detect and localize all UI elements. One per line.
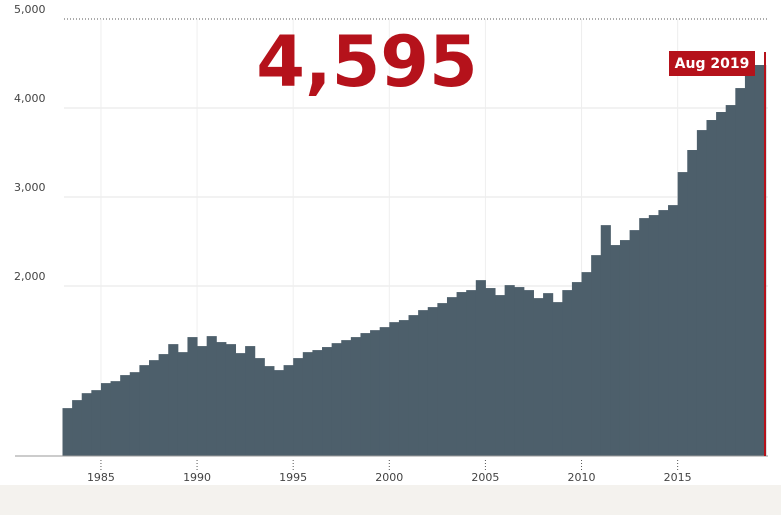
step-bar (658, 210, 669, 456)
step-bar (91, 390, 102, 456)
step-bar (273, 370, 285, 456)
area (62, 65, 767, 457)
step-bar (225, 344, 237, 456)
x-tick-label: 1985 (87, 471, 115, 484)
step-bar (485, 288, 496, 456)
step-bar (610, 245, 621, 456)
step-bar (418, 310, 429, 456)
step-bar (495, 295, 506, 456)
step-bar (264, 366, 275, 456)
step-bar (639, 218, 650, 456)
step-bar (331, 343, 342, 456)
step-bar (177, 352, 188, 456)
step-bar (360, 333, 371, 456)
step-bar (619, 240, 631, 456)
step-bar (581, 272, 592, 456)
step-bar (523, 290, 534, 456)
step-bar (254, 358, 265, 456)
step-bar (216, 342, 227, 456)
step-bar (197, 346, 208, 456)
y-tick-label: 4,000 (14, 92, 46, 105)
x-tick-label: 2005 (471, 471, 499, 484)
step-bar (648, 215, 659, 456)
step-bar (158, 354, 169, 456)
step-bar (716, 112, 727, 456)
step-bar (100, 383, 112, 456)
y-tick-label: 3,000 (14, 181, 46, 194)
step-bar (504, 285, 515, 456)
step-bar (543, 293, 554, 456)
step-bar (533, 298, 544, 456)
step-bar (408, 315, 419, 456)
step-bar (350, 337, 361, 456)
step-bar (370, 330, 381, 456)
step-bar (206, 336, 217, 456)
end-label-box (669, 51, 755, 76)
step-bar (341, 340, 352, 456)
step-bar (446, 297, 458, 456)
step-bar (677, 172, 688, 456)
step-bar (283, 365, 294, 456)
step-bar (62, 408, 73, 456)
step-bar (562, 290, 573, 456)
step-bar (398, 320, 410, 456)
step-bar (571, 282, 583, 456)
step-bar (706, 120, 717, 457)
step-bar (456, 292, 467, 456)
y-tick-label: 2,000 (14, 270, 46, 283)
step-bar (591, 255, 602, 456)
step-bar (725, 105, 736, 456)
step-bar (475, 280, 486, 456)
step-bar (302, 352, 313, 456)
step-bar (668, 205, 679, 456)
y-tick-label: 5,000 (14, 3, 46, 16)
x-tick-label: 2015 (664, 471, 692, 484)
step-bar (552, 302, 563, 456)
end-label: Aug 2019 (675, 56, 750, 72)
step-bar (235, 353, 246, 456)
step-bar (427, 307, 438, 456)
step-bar (72, 400, 83, 456)
step-bar (322, 347, 333, 456)
step-bar (437, 303, 448, 456)
x-tick-label: 1990 (183, 471, 211, 484)
step-bar (187, 337, 198, 456)
x-tick-label: 2000 (375, 471, 403, 484)
step-bar (600, 225, 611, 456)
x-tick-label: 1995 (279, 471, 307, 484)
step-bar (149, 360, 160, 456)
step-bar (293, 358, 304, 456)
step-bar (389, 322, 400, 456)
step-bar (245, 346, 256, 456)
step-bar (81, 393, 92, 456)
step-bar (120, 375, 131, 456)
step-bar (379, 327, 390, 456)
step-bar (754, 65, 767, 457)
step-bar (687, 150, 698, 457)
step-bar (139, 365, 150, 456)
step-bar (744, 74, 756, 456)
step-bar (735, 88, 746, 456)
headline: 4,595 (256, 21, 477, 103)
step-bar (110, 381, 121, 456)
step-bar (696, 130, 707, 457)
step-bar (129, 372, 140, 456)
step-bar (168, 344, 179, 456)
step-bar (466, 290, 477, 456)
x-tick-label: 2010 (568, 471, 596, 484)
step-bar (629, 230, 640, 456)
step-bar (514, 287, 525, 456)
step-bar (312, 350, 323, 456)
